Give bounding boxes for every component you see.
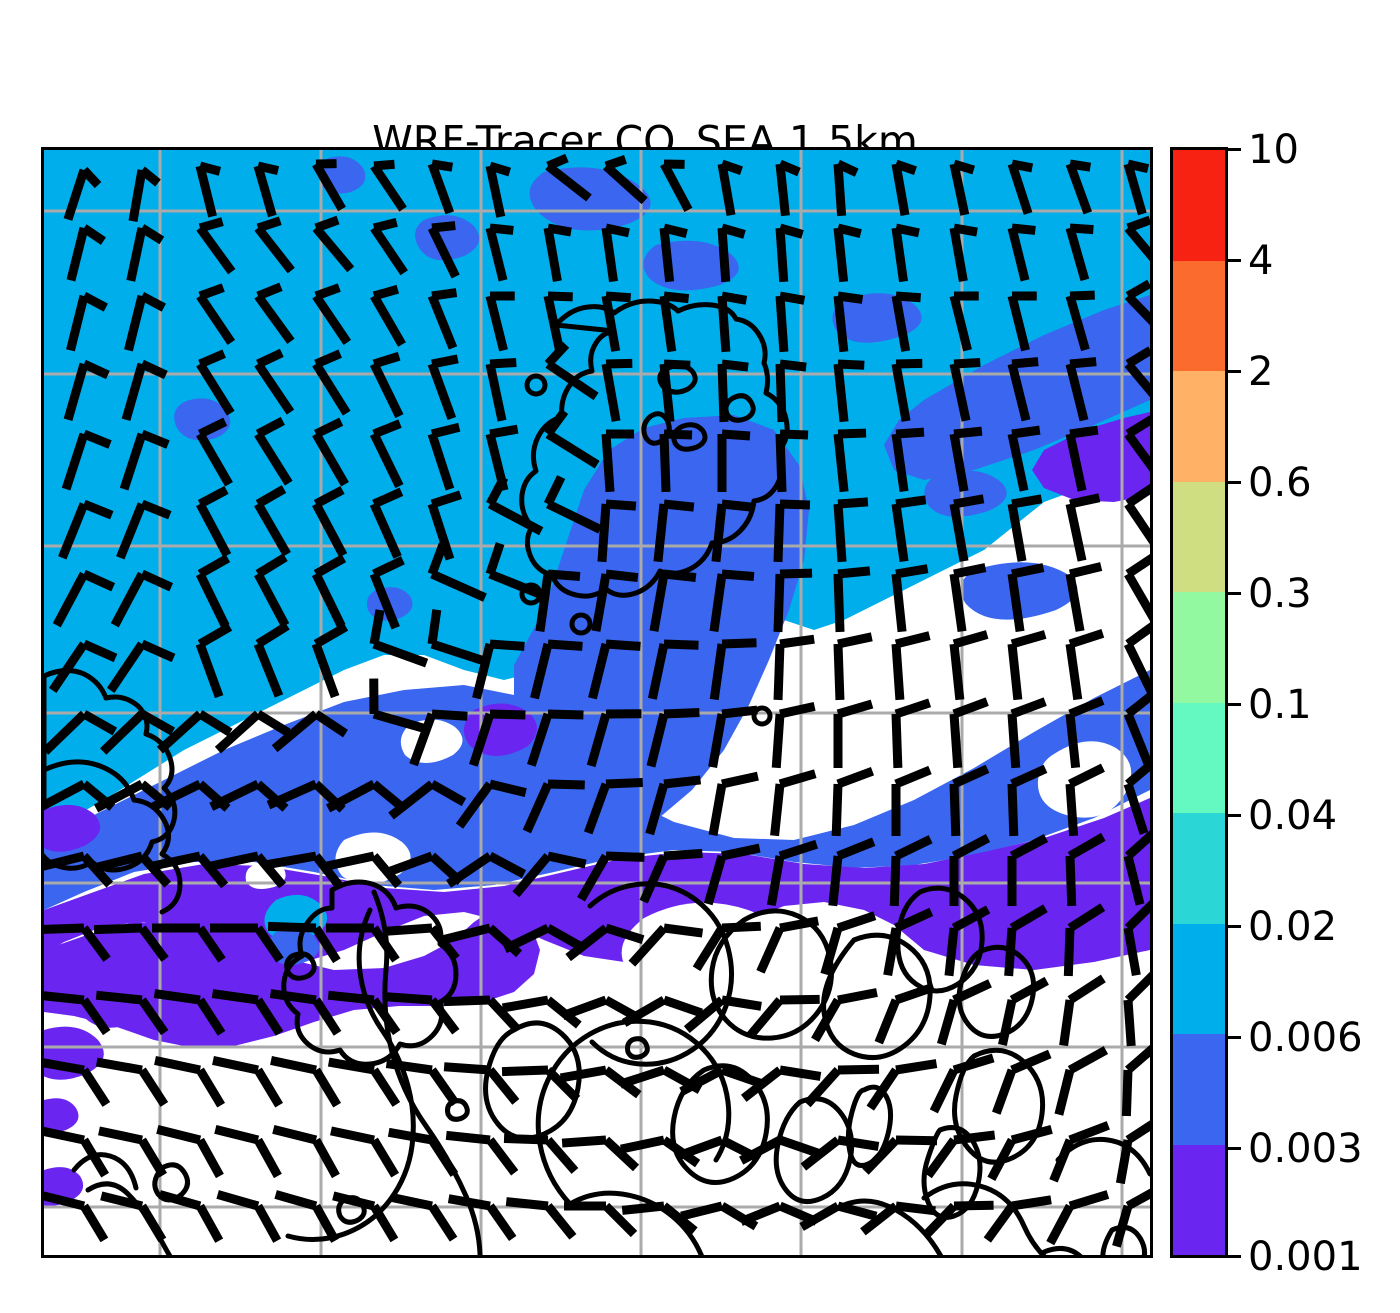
wind-barb-layer [44,153,1150,1248]
coastline-palawan-north [71,1152,139,1191]
wind-barb-row [44,897,1150,977]
coastline-luzon-west [285,907,416,1242]
colorbar-tick-label: 0.1 [1248,682,1312,728]
colorbar-tick-label: 0.006 [1248,1015,1363,1061]
colorbar-tick-group: 10 4 2 0.6 0.3 0.1 0.04 0.02 0.006 0.003… [1228,130,1398,1277]
coastline-islet-small-c [625,1036,650,1060]
colorbar-tick-label: 2 [1248,349,1274,395]
colorbar-tick-label: 4 [1248,238,1274,284]
map-svg [44,150,1150,1255]
wind-barb-row [44,678,1150,769]
colorbar-tick-mark [1228,1036,1241,1039]
colorbar-band [1173,702,1225,813]
colorbar-tick-mark [1228,259,1241,262]
contour-patch-violet-f [44,1098,79,1133]
colorbar-band [1173,813,1225,924]
colorbar-tick-mark [1228,1255,1241,1258]
colorbar-tick-label: 0.04 [1248,793,1338,839]
wind-barb-row [66,279,1150,353]
coastline-visayas-a [708,908,834,1041]
colorbar-band [1173,481,1225,592]
colorbar-tick-label: 0.3 [1248,571,1312,617]
wind-barb-row [52,542,1150,633]
contour-patch-violet-c [44,804,101,852]
map-plot-area [41,147,1153,1258]
contour-speckle-blue-c [415,215,480,261]
coastline-mainland-coast-strip [44,759,183,915]
coastline-islet-matsu [524,373,548,397]
wind-barb-row [58,475,1150,563]
colorbar[interactable] [1170,147,1228,1258]
wind-barb-row [44,1182,1150,1248]
coastline-visayas-b [821,932,933,1061]
colorbar-tick-label: 0.003 [1248,1126,1363,1172]
contour-speckle-blue-g [924,470,1007,517]
colorbar-band [1173,150,1225,261]
colorbar-tick-label: 0.001 [1248,1234,1363,1280]
coastline-islet-small-b [445,1098,470,1122]
colorbar-tick-label: 0.6 [1248,460,1312,506]
contour-speckle-blue-h [960,562,1078,620]
title-line-1: WRF-Tracer CO_SEA 1.5km [372,117,918,165]
colorbar-tick-mark [1228,703,1241,706]
coastline-mindanao-north [921,1181,1047,1255]
wind-barb-row [44,1039,1150,1117]
wind-barb-row [44,756,1150,837]
colorbar-tick-label: 0.02 [1248,904,1338,950]
colorbar-tick-mark [1228,925,1241,928]
wind-barb-row [61,408,1150,493]
wind-barb-row [63,341,1150,423]
wind-barb-row [48,609,1150,701]
colorbar-tick-mark [1228,481,1241,484]
wind-barb-row [44,1113,1150,1185]
coastline-palawan [85,1181,173,1255]
colorbar-tick-mark [1228,814,1241,817]
colorbar-band [1173,1144,1225,1255]
coastline-bohol [1041,1245,1083,1255]
colorbar-tick-mark [1228,1147,1241,1150]
colorbar-band [1173,1034,1225,1145]
wind-barb-row [66,215,1150,283]
colorbar-band [1173,260,1225,371]
coastline-islet-green [751,705,773,727]
colorbar-tick-mark [1228,148,1241,151]
colorbar-band [1173,371,1225,482]
colorbar-tick-mark [1228,592,1241,595]
colorbar-band [1173,592,1225,703]
coastline-calamian [152,1162,190,1203]
colorbar-tick-label: 10 [1248,127,1299,173]
coastline-islet-small-d [284,951,317,981]
coastline-taiwan [519,298,790,599]
wind-barb-row [44,826,1150,907]
coastline-east-islet [1100,1224,1147,1255]
coastline-islet-kinmen [569,612,593,636]
wind-barb-row [63,153,1150,222]
wind-barb-row [44,968,1150,1047]
colorbar-band [1173,923,1225,1034]
colorbar-tick-mark [1228,370,1241,373]
